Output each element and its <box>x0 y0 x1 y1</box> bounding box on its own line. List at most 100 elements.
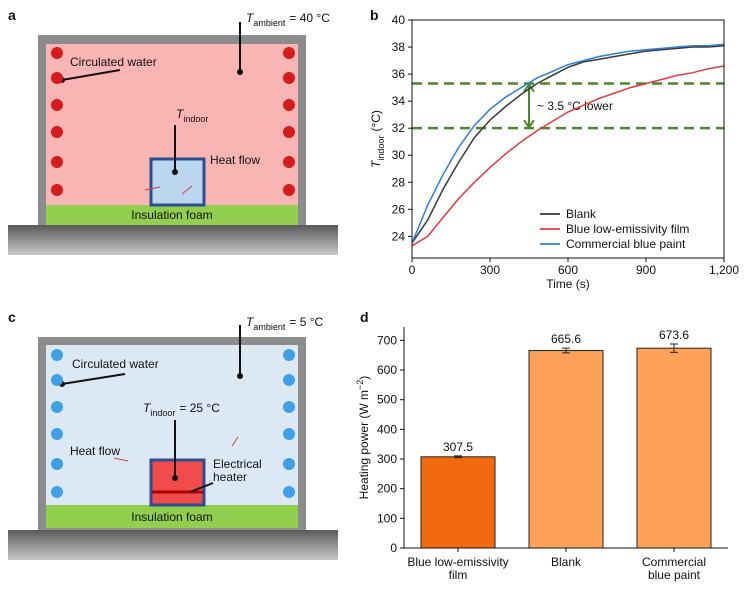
water-dot <box>51 374 63 386</box>
water-dot <box>283 99 295 111</box>
ground <box>8 530 338 560</box>
ground <box>8 225 338 255</box>
y-tick-label: 28 <box>392 175 406 189</box>
y-axis-label: Heating power (W m−2) <box>355 376 371 500</box>
panel-label: b <box>370 7 379 23</box>
value-label: 673.6 <box>659 328 689 342</box>
foam-label: Insulation foam <box>131 208 212 222</box>
legend-label: Blue low-emissivity film <box>566 222 689 236</box>
value: = 5 °C <box>289 315 323 329</box>
symbol: T <box>369 159 383 168</box>
y-tick-label: 32 <box>392 121 406 135</box>
water-dot <box>51 47 63 59</box>
arrow-head <box>523 82 535 129</box>
y-tick-label: 36 <box>392 67 406 81</box>
x-tick-label: 300 <box>480 263 500 277</box>
water-dot <box>51 401 63 413</box>
heat-flow-label: Heat flow <box>70 444 120 458</box>
axes <box>403 327 728 549</box>
foam <box>46 505 298 528</box>
water-dot <box>283 349 295 361</box>
series-line <box>411 43 725 244</box>
water-label: Circulated water <box>70 55 157 69</box>
value: = 40 °C <box>289 11 330 25</box>
water-dot <box>51 99 63 111</box>
error-bar <box>454 455 462 459</box>
value-label: 307.5 <box>443 440 473 454</box>
legend-label: Commercial blue paint <box>566 237 686 251</box>
pointer-dot <box>237 373 243 379</box>
symbol: T <box>246 315 255 329</box>
y-tick-label: 30 <box>392 148 406 162</box>
water-dot <box>283 486 295 498</box>
water-dot <box>283 126 295 138</box>
pointer <box>189 482 214 493</box>
heat-arrow <box>231 436 239 447</box>
heat-arrow <box>113 457 129 462</box>
x-tick-label: 0 <box>409 263 416 277</box>
y-tick-label: 500 <box>377 393 397 407</box>
x-tick-label: 900 <box>636 263 656 277</box>
y-tick-label: 34 <box>392 94 406 108</box>
indoor-label: Tindoor <box>176 107 208 124</box>
y-axis-label: Tindoor (°C) <box>369 110 386 168</box>
y-tick-label: 40 <box>392 13 406 27</box>
value: = 25 °C <box>179 401 220 415</box>
y-tick-label: 600 <box>377 363 397 377</box>
pointer-dot <box>172 475 178 481</box>
series-line <box>411 44 725 244</box>
symbol: T <box>143 401 152 415</box>
pointer-dot <box>172 169 178 175</box>
subscript: ambient <box>253 18 286 28</box>
ambient-label: Tambient = 5 °C <box>246 315 324 332</box>
foam <box>46 205 298 225</box>
water-label: Circulated water <box>72 357 159 371</box>
value-label: 665.6 <box>551 332 581 346</box>
water-dot <box>283 184 295 196</box>
panel-label: a <box>8 7 16 23</box>
water-dot <box>51 349 63 361</box>
water-dot <box>51 72 63 84</box>
line: Electrical <box>213 457 262 471</box>
y-tick-label: 0 <box>390 541 397 555</box>
panel-a: a Insulation foam Tambient = 40 °C Circul… <box>8 7 338 255</box>
water-dot <box>51 486 63 498</box>
y-tick-label: 400 <box>377 422 397 436</box>
series-line <box>411 65 725 247</box>
water-dot <box>283 72 295 84</box>
line: heater <box>213 470 247 484</box>
y-tick-label: 700 <box>377 333 397 347</box>
water-dot <box>51 184 63 196</box>
subscript: indoor <box>183 114 208 124</box>
water-dot <box>283 374 295 386</box>
y-tick-label: 300 <box>377 452 397 466</box>
pointer <box>61 69 121 81</box>
panel-c: c Insulation foam Electrical heater Tambi… <box>8 309 338 560</box>
water-dot <box>51 126 63 138</box>
y-tick-label: 26 <box>392 202 406 216</box>
annotation: ~ 3.5 °C lower <box>537 99 613 113</box>
y-tick-label: 24 <box>392 229 406 243</box>
bar <box>636 347 712 549</box>
water-dot <box>283 401 295 413</box>
x-tick-label: 600 <box>558 263 578 277</box>
y-tick-label: 38 <box>392 40 406 54</box>
superscript: −2 <box>355 380 365 390</box>
x-axis-label: Time (s) <box>546 277 590 291</box>
ambient-label: Tambient = 40 °C <box>246 11 330 28</box>
bar <box>528 350 604 549</box>
heater-label: Electrical heater <box>213 457 262 484</box>
indoor-box <box>149 157 206 207</box>
heat-arrow <box>144 186 161 191</box>
panel-label: d <box>360 309 369 325</box>
water-dot <box>51 156 63 168</box>
unit: (°C) <box>369 110 383 131</box>
label: Heating power (W m <box>357 390 371 499</box>
subscript: indoor <box>376 136 386 161</box>
water-dot <box>283 458 295 470</box>
x-tick-label: Blue low-emissivity film <box>407 555 509 582</box>
subscript: ambient <box>253 322 286 332</box>
legend-label: Blank <box>566 207 597 221</box>
bar <box>420 456 496 549</box>
